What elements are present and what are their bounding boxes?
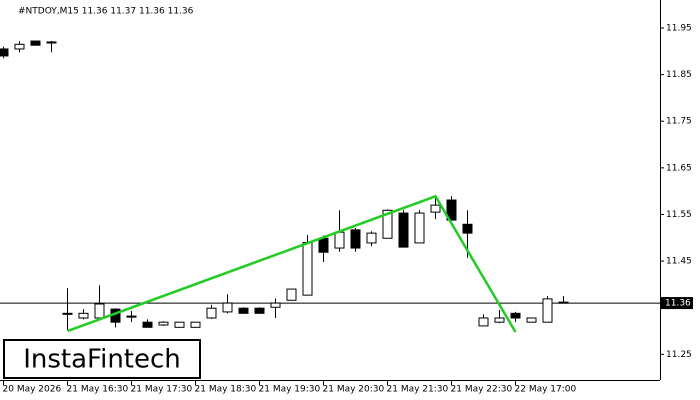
logo: InstaFintech (23, 345, 181, 375)
y-tick-label: 11.85 (666, 70, 692, 80)
candle-body (334, 231, 345, 249)
candle-body (158, 321, 169, 326)
x-tick-label: 21 May 21:30 (387, 385, 449, 395)
candle-body (542, 298, 553, 323)
candle-body (94, 303, 105, 319)
candle-body (398, 212, 409, 248)
x-tick-label: 21 May 18:30 (195, 385, 257, 395)
x-tick-label: 20 May 2026 (3, 385, 62, 395)
y-tick-label: 11.95 (666, 23, 692, 33)
candle-body (14, 43, 25, 50)
candle-body (302, 241, 313, 296)
y-tick-label: 11.45 (666, 257, 692, 267)
candle-body (350, 229, 361, 249)
x-tick-label: 21 May 16:30 (67, 385, 129, 395)
candle-body (254, 307, 265, 314)
candle-body (446, 199, 457, 221)
x-tick-label: 21 May 20:30 (323, 385, 385, 395)
candle-body (270, 302, 281, 308)
last-price-box (661, 297, 693, 310)
candle-body (494, 317, 505, 323)
candle-body (222, 302, 233, 313)
candle-body (126, 315, 137, 318)
candle-body (510, 312, 521, 319)
y-tick-label: 11.65 (666, 163, 692, 173)
y-tick-label: 11.55 (666, 210, 692, 220)
candle-body (430, 204, 441, 213)
candle-body (174, 321, 185, 328)
candle-body (206, 307, 217, 319)
candle-body (558, 301, 569, 304)
candle-body (478, 317, 489, 327)
x-tick-label: 22 May 17:00 (515, 385, 577, 395)
candle-body (78, 312, 89, 319)
candle-body (190, 321, 201, 328)
candle-body (46, 41, 57, 44)
candle-body (414, 212, 425, 244)
candle-body (286, 288, 297, 301)
y-tick-label: 11.25 (666, 350, 692, 360)
pattern-line (67, 194, 517, 333)
candle-body (366, 232, 377, 244)
candle-body (318, 237, 329, 253)
candle-body (142, 321, 153, 328)
candle-body (30, 40, 41, 46)
chart-title: #NTDOY,M15 11.36 11.37 11.36 11.36 (18, 7, 194, 17)
x-tick-label: 21 May 19:30 (259, 385, 321, 395)
candle-body (382, 209, 393, 239)
y-tick-label: 11.75 (666, 117, 692, 127)
candle-body (62, 312, 73, 315)
candle-body (462, 223, 473, 234)
candle-body (238, 307, 249, 314)
logo-box (3, 339, 201, 379)
last-price-label: 11.36 (665, 299, 691, 309)
x-tick-label: 21 May 22:30 (451, 385, 513, 395)
candle-body (526, 317, 537, 323)
candle-body (0, 48, 9, 57)
x-tick-label: 21 May 17:30 (131, 385, 193, 395)
